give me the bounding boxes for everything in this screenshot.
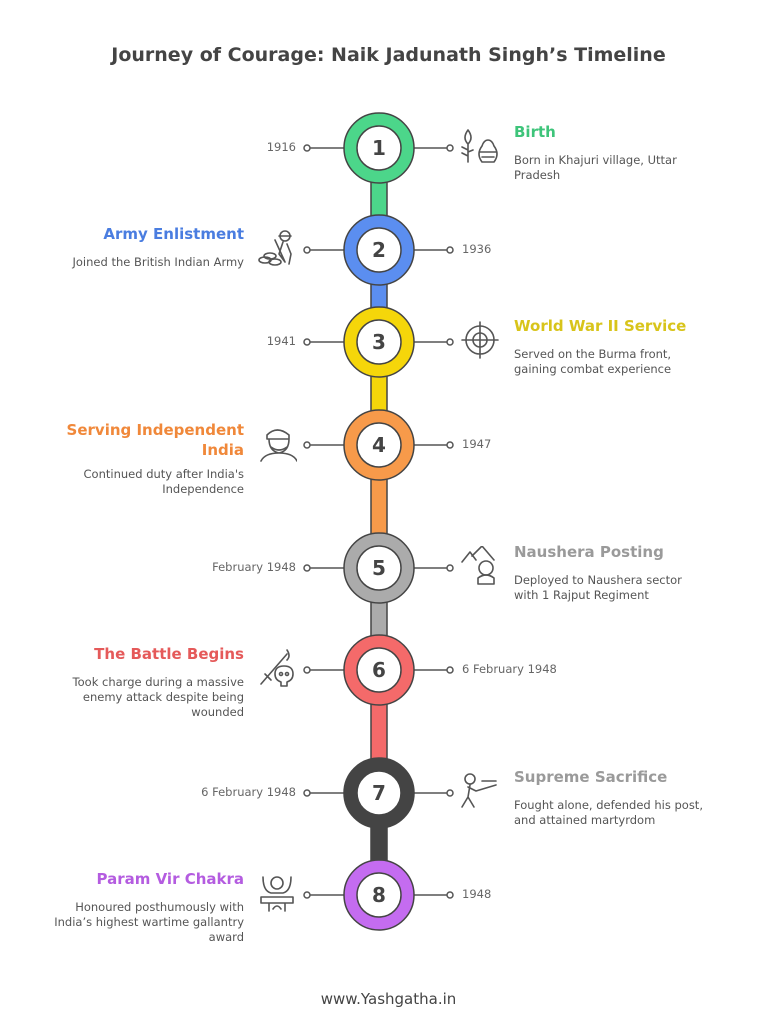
event-description: Served on the Burma front, gaining comba…: [514, 347, 672, 376]
event-date: February 1948: [212, 560, 296, 574]
connector-dot: [446, 666, 454, 674]
soldier-sandbags-icon: [257, 228, 297, 268]
footer-website: www.Yashgatha.in: [320, 990, 457, 1008]
connector-dot: [303, 891, 311, 899]
sword-skull-icon: [257, 648, 297, 688]
connector-dot: [446, 891, 454, 899]
plant-pot-icon: [460, 126, 500, 166]
connector-dot: [446, 144, 454, 152]
event-date: 6 February 1948: [462, 662, 557, 676]
event-description: Took charge during a massive enemy attac…: [72, 675, 244, 719]
milestone-number: 2: [372, 238, 386, 262]
connector-dot: [303, 338, 311, 346]
rifleman-icon: [460, 771, 500, 811]
mountain-soldier-icon: [460, 545, 500, 586]
milestone-number: 1: [372, 136, 386, 160]
event-description: Joined the British Indian Army: [72, 255, 245, 269]
connector-dot: [303, 789, 311, 797]
milestone-inner: [356, 872, 402, 918]
event-date: 6 February 1948: [201, 785, 296, 799]
connector-dot: [446, 338, 454, 346]
event-title: Serving Independent India: [66, 421, 244, 459]
event-date: 1947: [462, 437, 492, 451]
milestone-inner: [356, 545, 402, 591]
event-title: Param Vir Chakra: [96, 870, 245, 888]
event-date: 1941: [266, 334, 296, 348]
connector-bar: [370, 180, 388, 218]
event-title: Birth: [514, 123, 556, 141]
connector-dot: [446, 564, 454, 572]
milestone-inner: [356, 319, 402, 365]
crosshair-icon: [460, 320, 500, 360]
connector-dot: [303, 441, 311, 449]
event-date: 1948: [462, 887, 492, 901]
milestone-inner: [356, 125, 402, 171]
milestone-number: 5: [372, 556, 386, 580]
connector-dot: [446, 246, 454, 254]
event-description: Born in Khajuri village, Uttar Pradesh: [514, 153, 677, 182]
honoured-person-icon: [257, 873, 297, 913]
event-date: 1936: [462, 242, 492, 256]
milestone-number: 4: [372, 433, 386, 457]
connector-dot: [446, 441, 454, 449]
page-title: Journey of Courage: Naik Jadunath Singh’…: [111, 44, 666, 66]
connector-bar: [370, 825, 388, 863]
turbaned-man-icon: [257, 423, 298, 463]
event-title: The Battle Begins: [94, 645, 244, 663]
event-date: 1916: [266, 140, 296, 154]
milestone-number: 8: [372, 883, 386, 907]
connector-dot: [303, 144, 311, 152]
event-title: Army Enlistment: [103, 225, 244, 243]
milestone-inner: [356, 770, 402, 816]
connector-bar: [370, 374, 388, 413]
connector-dot: [446, 789, 454, 797]
milestone-inner: [356, 647, 402, 693]
connector-bar: [370, 477, 388, 536]
milestone-inner: [356, 422, 402, 468]
connector-dot: [303, 666, 311, 674]
event-title: World War II Service: [514, 317, 687, 335]
milestone-number: 6: [372, 658, 386, 682]
connector-bar: [370, 600, 388, 638]
milestone-number: 3: [372, 330, 386, 354]
event-description: Fought alone, defended his post, and att…: [514, 798, 703, 827]
event-description: Continued duty after India's Independenc…: [83, 467, 244, 496]
event-title: Supreme Sacrifice: [514, 768, 668, 786]
connector-bar: [370, 282, 388, 310]
event-description: Honoured posthumously with India’s highe…: [54, 900, 244, 944]
event-title: Naushera Posting: [514, 543, 664, 561]
connector-bar: [370, 702, 388, 761]
event-description: Deployed to Naushera sector with 1 Rajpu…: [514, 573, 682, 602]
milestone-number: 7: [372, 781, 386, 805]
milestone-inner: [356, 227, 402, 273]
connector-dot: [303, 564, 311, 572]
connector-dot: [303, 246, 311, 254]
